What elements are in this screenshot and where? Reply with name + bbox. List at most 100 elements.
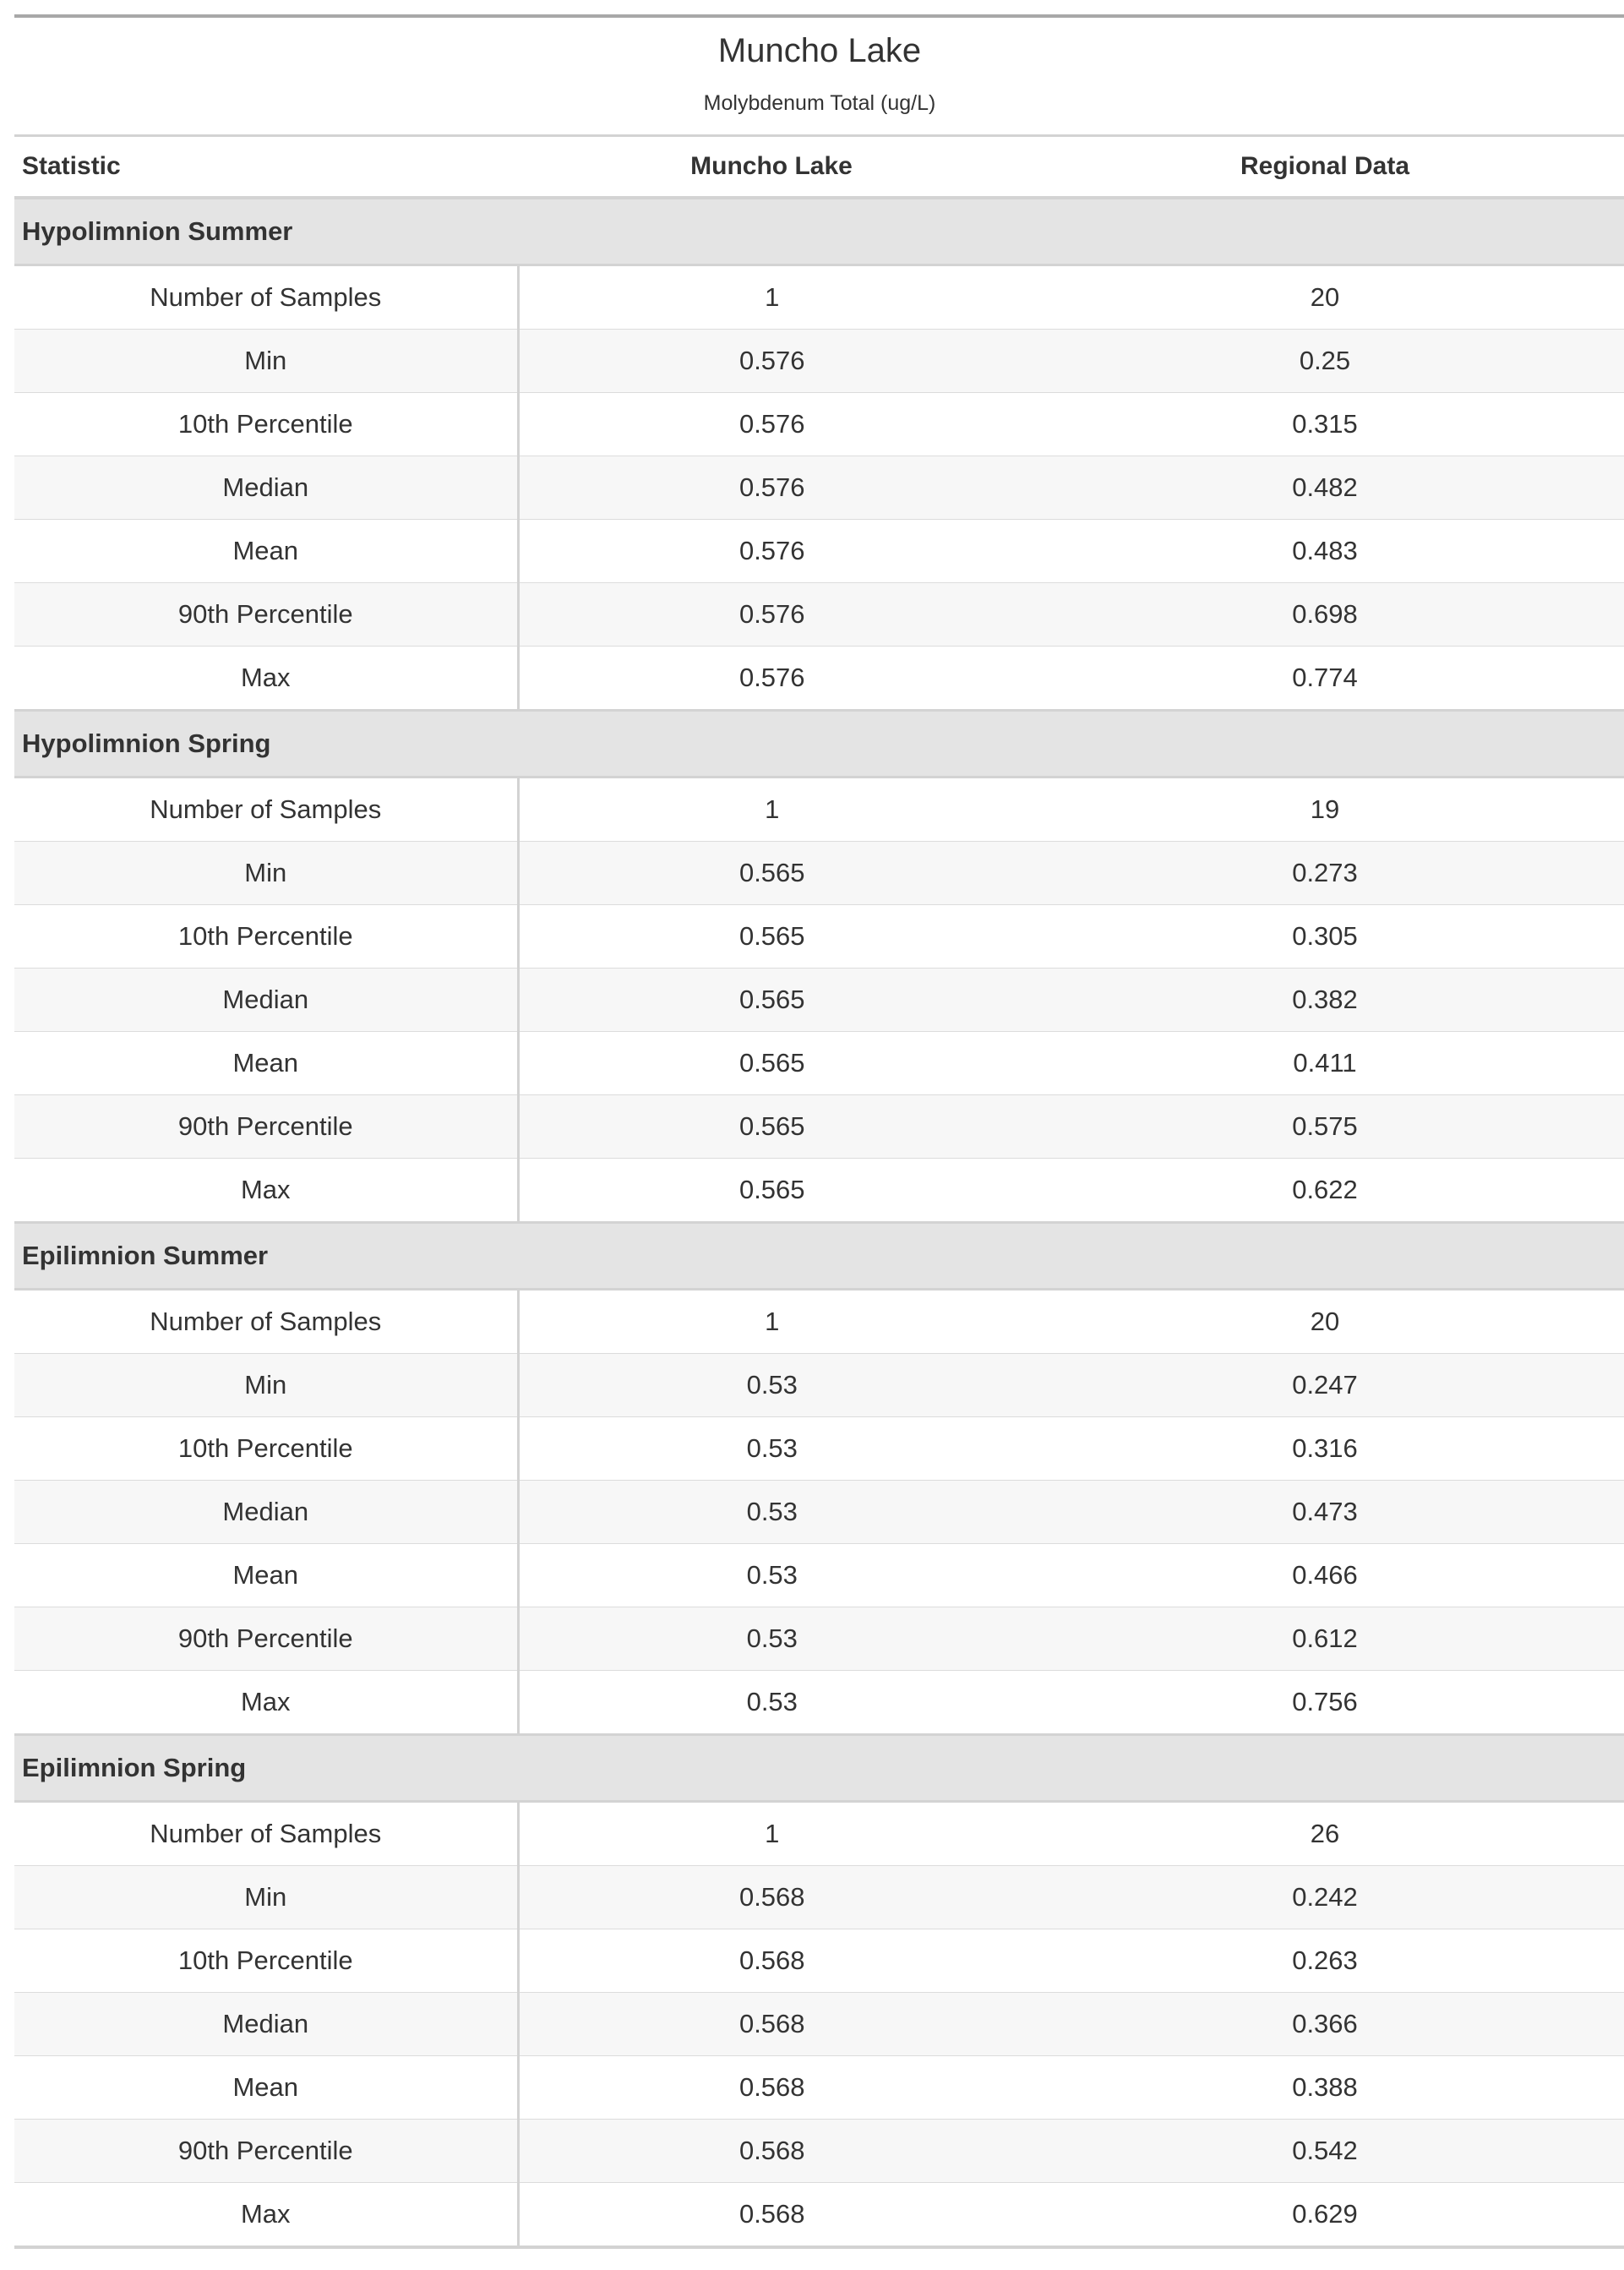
- regional-value-cell: 0.774: [1025, 646, 1624, 712]
- statistic-cell: 90th Percentile: [14, 1094, 520, 1159]
- lake-value-cell: 0.53: [518, 1353, 1025, 1417]
- table-row: 90th Percentile 0.576 0.698: [14, 582, 1624, 647]
- regional-value-cell: 0.315: [1025, 392, 1624, 456]
- regional-value-cell: 0.622: [1025, 1158, 1624, 1224]
- group-row: Epilimnion Spring: [14, 1733, 1624, 1803]
- table-row: Max 0.53 0.756: [14, 1670, 1624, 1736]
- table-row: 10th Percentile 0.568 0.263: [14, 1929, 1624, 1993]
- column-header-statistic: Statistic: [14, 137, 518, 199]
- group-label: Epilimnion Spring: [14, 1733, 1624, 1803]
- lake-value-cell: 0.565: [518, 841, 1025, 905]
- lake-value-cell: 0.53: [518, 1670, 1025, 1736]
- lake-value-cell: 0.565: [518, 1031, 1025, 1095]
- regional-value-cell: 0.388: [1025, 2055, 1624, 2120]
- table-row: Max 0.576 0.774: [14, 646, 1624, 712]
- group-row: Epilimnion Summer: [14, 1221, 1624, 1291]
- table-title: Muncho Lake: [717, 32, 922, 69]
- statistic-cell: Number of Samples: [14, 265, 520, 330]
- statistic-cell: Mean: [14, 1031, 520, 1095]
- regional-value-cell: 20: [1025, 1289, 1624, 1354]
- regional-value-cell: 0.305: [1025, 904, 1624, 969]
- statistic-cell: 10th Percentile: [14, 392, 520, 456]
- lake-value-cell: 0.53: [518, 1543, 1025, 1607]
- lake-value-cell: 0.568: [518, 1929, 1025, 1993]
- statistic-cell: 10th Percentile: [14, 904, 520, 969]
- statistic-cell: Median: [14, 1480, 520, 1544]
- table-row: Mean 0.565 0.411: [14, 1031, 1624, 1095]
- table-row: Median 0.568 0.366: [14, 1992, 1624, 2056]
- table-row: Number of Samples 1 20: [14, 265, 1624, 330]
- regional-value-cell: 0.247: [1025, 1353, 1624, 1417]
- lake-value-cell: 0.576: [518, 646, 1025, 712]
- statistic-cell: Median: [14, 968, 520, 1032]
- regional-value-cell: 0.542: [1025, 2119, 1624, 2183]
- regional-value-cell: 0.466: [1025, 1543, 1624, 1607]
- statistic-cell: Number of Samples: [14, 777, 520, 842]
- regional-value-cell: 20: [1025, 265, 1624, 330]
- column-header-regional: Regional Data: [1025, 137, 1624, 199]
- lake-value-cell: 0.568: [518, 1865, 1025, 1929]
- group-row: Hypolimnion Spring: [14, 709, 1624, 778]
- table-row: Mean 0.53 0.466: [14, 1543, 1624, 1607]
- statistic-cell: 10th Percentile: [14, 1416, 520, 1481]
- table-row: Median 0.576 0.482: [14, 456, 1624, 520]
- table-row: Mean 0.568 0.388: [14, 2055, 1624, 2120]
- table-title-cell: Muncho Lake Molybdenum Total (ug/L): [14, 14, 1624, 137]
- statistic-cell: Mean: [14, 1543, 520, 1607]
- statistic-cell: Median: [14, 456, 520, 520]
- regional-value-cell: 0.263: [1025, 1929, 1624, 1993]
- table-row: 10th Percentile 0.53 0.316: [14, 1416, 1624, 1481]
- statistic-cell: Number of Samples: [14, 1289, 520, 1354]
- table-row: Min 0.53 0.247: [14, 1353, 1624, 1417]
- statistic-cell: Max: [14, 1158, 520, 1224]
- stats-table: Muncho Lake Molybdenum Total (ug/L) Stat…: [14, 14, 1624, 2249]
- table-row: Min 0.565 0.273: [14, 841, 1624, 905]
- lake-value-cell: 0.576: [518, 519, 1025, 583]
- stats-table-container: Muncho Lake Molybdenum Total (ug/L) Stat…: [14, 14, 1624, 2249]
- statistic-cell: Min: [14, 1353, 520, 1417]
- table-header: Muncho Lake Molybdenum Total (ug/L) Stat…: [14, 14, 1624, 199]
- statistic-cell: Mean: [14, 519, 520, 583]
- table-row: 10th Percentile 0.576 0.315: [14, 392, 1624, 456]
- statistic-cell: Max: [14, 1670, 520, 1736]
- regional-value-cell: 0.612: [1025, 1607, 1624, 1671]
- lake-value-cell: 0.53: [518, 1480, 1025, 1544]
- group-label: Hypolimnion Summer: [14, 196, 1624, 266]
- lake-value-cell: 0.576: [518, 392, 1025, 456]
- table-row: Max 0.568 0.629: [14, 2182, 1624, 2249]
- lake-value-cell: 0.565: [518, 1094, 1025, 1159]
- lake-value-cell: 0.53: [518, 1607, 1025, 1671]
- statistic-cell: 10th Percentile: [14, 1929, 520, 1993]
- lake-value-cell: 0.565: [518, 1158, 1025, 1224]
- regional-value-cell: 0.629: [1025, 2182, 1624, 2249]
- regional-value-cell: 0.273: [1025, 841, 1624, 905]
- statistic-cell: Mean: [14, 2055, 520, 2120]
- lake-value-cell: 1: [518, 1801, 1025, 1866]
- regional-value-cell: 0.25: [1025, 329, 1624, 393]
- table-row: 90th Percentile 0.53 0.612: [14, 1607, 1624, 1671]
- table-row: 90th Percentile 0.568 0.542: [14, 2119, 1624, 2183]
- table-body: Hypolimnion Summer Number of Samples 1 20 Mi…: [14, 196, 1624, 2249]
- lake-value-cell: 0.568: [518, 2119, 1025, 2183]
- table-row: Number of Samples 1 26: [14, 1801, 1624, 1866]
- regional-value-cell: 0.366: [1025, 1992, 1624, 2056]
- table-row: Number of Samples 1 19: [14, 777, 1624, 842]
- table-row: Min 0.576 0.25: [14, 329, 1624, 393]
- regional-value-cell: 0.382: [1025, 968, 1624, 1032]
- statistic-cell: 90th Percentile: [14, 1607, 520, 1671]
- statistic-cell: Max: [14, 2182, 520, 2249]
- lake-value-cell: 0.576: [518, 582, 1025, 647]
- regional-value-cell: 0.473: [1025, 1480, 1624, 1544]
- regional-value-cell: 19: [1025, 777, 1624, 842]
- statistic-cell: 90th Percentile: [14, 2119, 520, 2183]
- lake-value-cell: 0.568: [518, 2055, 1025, 2120]
- table-row: Median 0.53 0.473: [14, 1480, 1624, 1544]
- lake-value-cell: 0.565: [518, 904, 1025, 969]
- statistic-cell: Max: [14, 646, 520, 712]
- statistic-cell: Min: [14, 329, 520, 393]
- lake-value-cell: 1: [518, 1289, 1025, 1354]
- lake-value-cell: 1: [518, 265, 1025, 330]
- statistic-cell: Median: [14, 1992, 520, 2056]
- table-row: 10th Percentile 0.565 0.305: [14, 904, 1624, 969]
- regional-value-cell: 0.756: [1025, 1670, 1624, 1736]
